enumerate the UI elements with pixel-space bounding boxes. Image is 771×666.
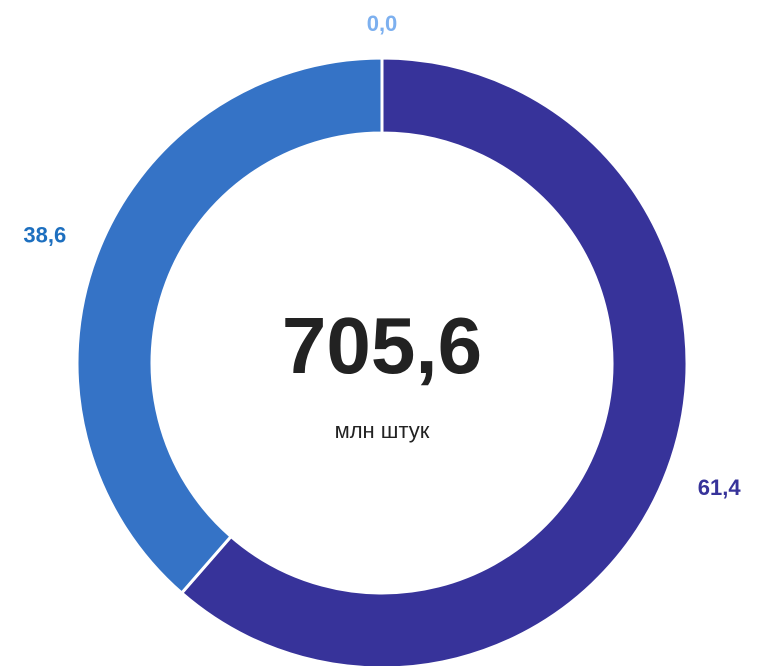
value-label: 61,4 — [698, 475, 742, 500]
donut-slice — [179, 56, 689, 666]
donut-slice — [75, 56, 384, 596]
value-label: 0,0 — [367, 11, 398, 36]
center-unit: млн штук — [335, 418, 430, 443]
value-label: 38,6 — [23, 223, 66, 248]
center-value: 705,6 — [282, 301, 482, 390]
